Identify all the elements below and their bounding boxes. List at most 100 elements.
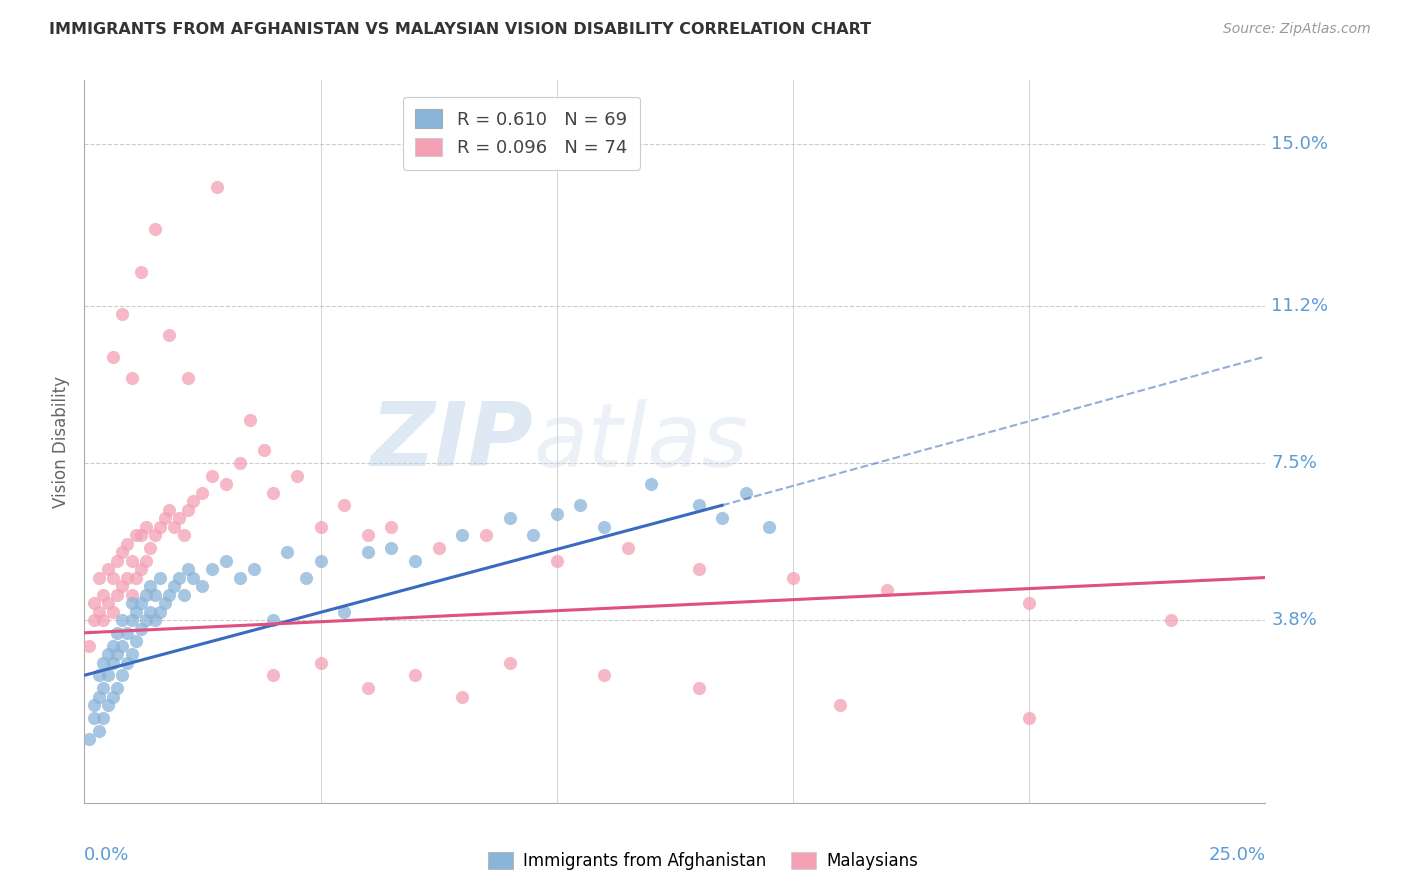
Point: [97, 668, 120, 682]
Point: [404, 553, 426, 567]
Point: [87, 723, 110, 738]
Point: [91, 711, 114, 725]
Point: [101, 605, 124, 619]
Point: [115, 536, 138, 550]
Point: [107, 588, 129, 602]
Point: [522, 528, 544, 542]
Point: [404, 668, 426, 682]
Point: [149, 605, 172, 619]
Point: [135, 588, 157, 602]
Point: [830, 698, 852, 712]
Text: Source: ZipAtlas.com: Source: ZipAtlas.com: [1223, 22, 1371, 37]
Point: [498, 511, 520, 525]
Legend: R = 0.610   N = 69, R = 0.096   N = 74: R = 0.610 N = 69, R = 0.096 N = 74: [402, 96, 640, 169]
Point: [380, 541, 402, 555]
Point: [1160, 613, 1182, 627]
Point: [101, 570, 124, 584]
Point: [139, 605, 162, 619]
Point: [253, 443, 276, 458]
Point: [616, 541, 638, 555]
Point: [129, 264, 152, 278]
Point: [135, 519, 157, 533]
Point: [107, 553, 129, 567]
Point: [143, 613, 166, 627]
Text: 25.0%: 25.0%: [1208, 847, 1265, 864]
Text: 0.0%: 0.0%: [84, 847, 129, 864]
Legend: Immigrants from Afghanistan, Malaysians: Immigrants from Afghanistan, Malaysians: [481, 845, 925, 877]
Point: [107, 681, 129, 695]
Point: [121, 596, 143, 610]
Point: [125, 570, 148, 584]
Point: [1018, 596, 1040, 610]
Point: [546, 553, 568, 567]
Point: [143, 528, 166, 542]
Point: [782, 570, 804, 584]
Point: [129, 596, 152, 610]
Point: [83, 613, 105, 627]
Point: [111, 613, 134, 627]
Point: [97, 647, 120, 661]
Text: ZIP: ZIP: [370, 398, 533, 485]
Point: [239, 413, 262, 427]
Point: [229, 456, 252, 470]
Point: [125, 528, 148, 542]
Point: [309, 656, 332, 670]
Point: [153, 511, 176, 525]
Point: [143, 222, 166, 236]
Point: [451, 690, 474, 704]
Point: [688, 681, 710, 695]
Point: [191, 485, 214, 500]
Point: [173, 528, 195, 542]
Point: [101, 656, 124, 670]
Point: [101, 639, 124, 653]
Point: [153, 596, 176, 610]
Point: [111, 579, 134, 593]
Point: [121, 553, 143, 567]
Point: [215, 477, 238, 491]
Point: [569, 498, 592, 512]
Point: [640, 477, 662, 491]
Point: [451, 528, 474, 542]
Point: [262, 668, 284, 682]
Point: [129, 562, 152, 576]
Y-axis label: Vision Disability: Vision Disability: [52, 376, 70, 508]
Point: [149, 519, 172, 533]
Point: [262, 613, 284, 627]
Text: 3.8%: 3.8%: [1271, 611, 1317, 629]
Point: [333, 605, 356, 619]
Point: [498, 656, 520, 670]
Point: [357, 528, 380, 542]
Point: [121, 371, 143, 385]
Text: atlas: atlas: [533, 399, 748, 484]
Point: [593, 668, 616, 682]
Point: [87, 605, 110, 619]
Point: [87, 570, 110, 584]
Point: [111, 545, 134, 559]
Text: IMMIGRANTS FROM AFGHANISTAN VS MALAYSIAN VISION DISABILITY CORRELATION CHART: IMMIGRANTS FROM AFGHANISTAN VS MALAYSIAN…: [49, 22, 872, 37]
Point: [688, 498, 710, 512]
Point: [309, 553, 332, 567]
Point: [125, 605, 148, 619]
Point: [167, 570, 190, 584]
Text: 7.5%: 7.5%: [1271, 454, 1317, 472]
Point: [758, 519, 780, 533]
Point: [91, 588, 114, 602]
Point: [262, 485, 284, 500]
Point: [734, 485, 756, 500]
Point: [87, 668, 110, 682]
Point: [125, 634, 148, 648]
Point: [229, 570, 252, 584]
Point: [97, 596, 120, 610]
Point: [295, 570, 318, 584]
Point: [107, 625, 129, 640]
Point: [475, 528, 498, 542]
Point: [115, 570, 138, 584]
Point: [285, 468, 308, 483]
Point: [181, 494, 204, 508]
Point: [167, 511, 190, 525]
Point: [688, 562, 710, 576]
Point: [163, 519, 186, 533]
Point: [115, 656, 138, 670]
Point: [83, 698, 105, 712]
Point: [97, 698, 120, 712]
